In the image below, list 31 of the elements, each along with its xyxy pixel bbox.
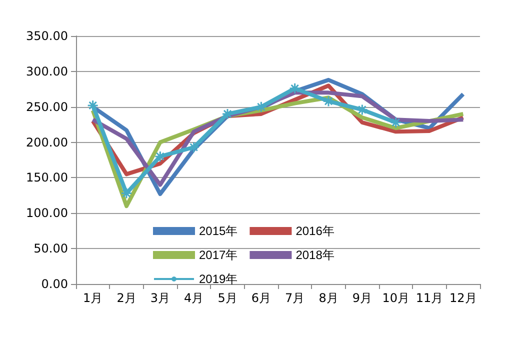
point (390, 116, 402, 128)
legend-label: 2016年 (296, 224, 334, 238)
legend-label: 2019年 (199, 272, 238, 286)
x-tick-label: 6月 (251, 291, 271, 305)
y-tick-label: 250.00 (26, 100, 68, 114)
point (120, 188, 132, 200)
point (154, 150, 166, 162)
x-tick-label: 7月 (285, 291, 305, 305)
legend-label: 2018年 (296, 248, 334, 262)
x-tick-label: 8月 (318, 291, 338, 305)
x-tick-label: 2月 (116, 291, 136, 305)
x-tick-label: 5月 (218, 291, 238, 305)
y-tick-label: 300.00 (26, 64, 68, 78)
x-tick-label: 4月 (184, 291, 204, 305)
y-tick-label: 50.00 (34, 242, 68, 256)
x-tick-label: 3月 (150, 291, 170, 305)
y-tick-label: 350.00 (26, 29, 68, 43)
point (289, 82, 301, 94)
y-tick-label: 0.00 (41, 277, 68, 291)
y-tick-label: 150.00 (26, 170, 68, 185)
x-tick-label: 1月 (83, 291, 103, 305)
point (87, 100, 99, 112)
x-tick-label: 10月 (382, 291, 410, 305)
y-tick-label: 100.00 (26, 206, 68, 220)
x-tick-label: 12月 (450, 291, 477, 305)
y-tick-label: 200.00 (26, 135, 68, 150)
x-tick-label: 11月 (416, 291, 444, 305)
point (188, 141, 200, 153)
legend-label: 2015年 (199, 224, 238, 238)
legend-label: 2017年 (199, 248, 238, 262)
x-tick-label: 9月 (352, 291, 372, 305)
